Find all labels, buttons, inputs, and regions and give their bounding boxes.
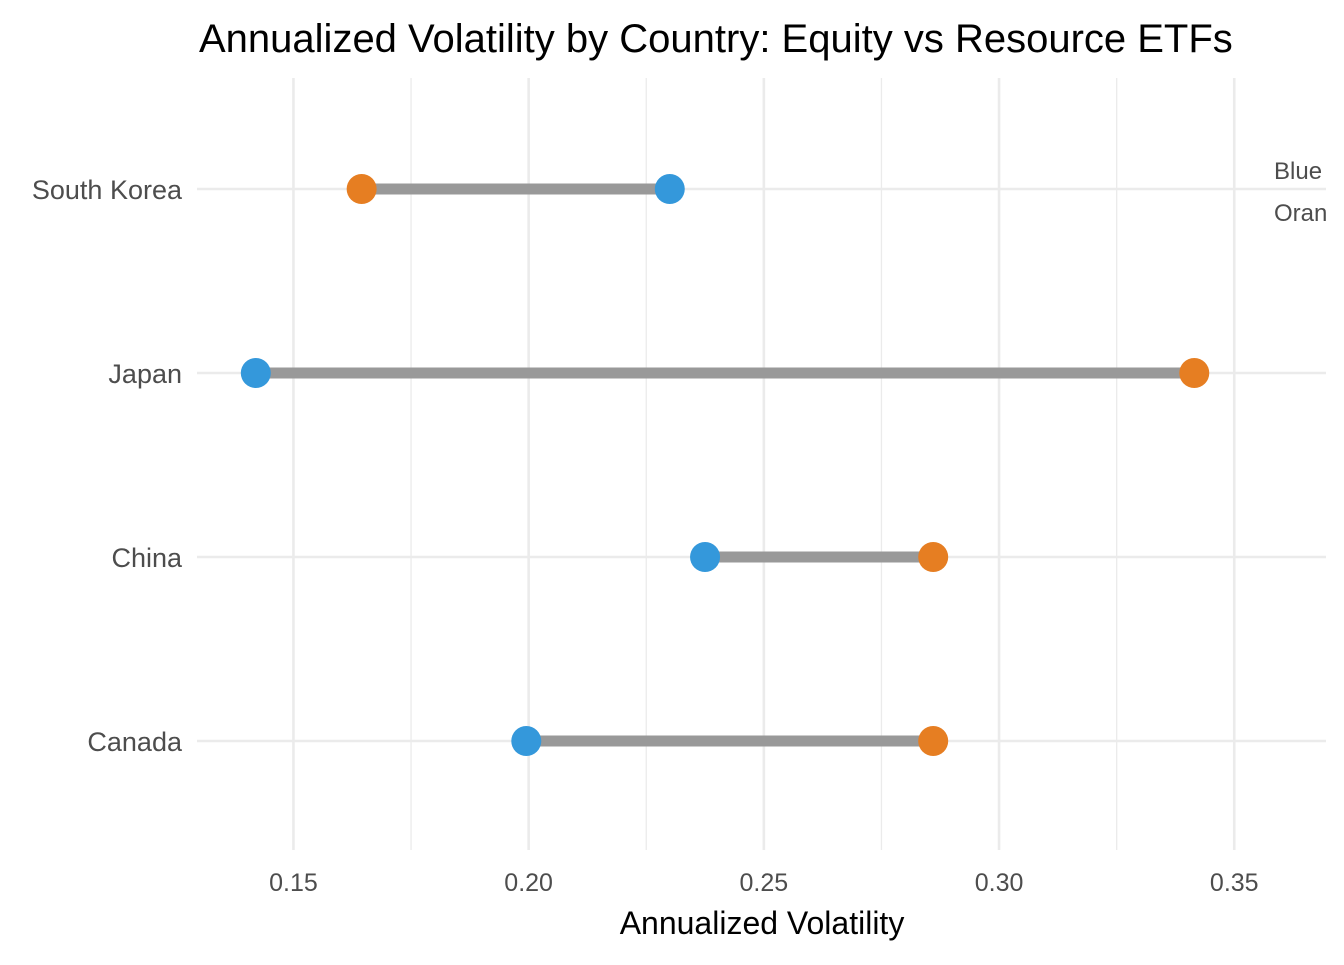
data-point-equity <box>240 358 271 388</box>
y-tick-label: Canada <box>87 727 183 757</box>
data-point-equity <box>690 542 721 572</box>
data-point-resource <box>346 174 377 204</box>
data-point-resource <box>1179 358 1210 388</box>
annotation: Blue Oran <box>1274 158 1327 227</box>
data-point-resource <box>918 542 949 572</box>
y-tick-label: Japan <box>108 359 182 389</box>
x-tick-label: 0.15 <box>269 869 318 897</box>
x-axis-tick-labels: 0.15 0.20 0.25 0.30 0.35 <box>269 869 1259 897</box>
data-point-resource <box>918 726 949 756</box>
annotation-line: Blue <box>1274 158 1322 185</box>
x-tick-label: 0.20 <box>504 869 553 897</box>
data-point-equity <box>654 174 685 204</box>
x-axis-label: Annualized Volatility <box>620 905 905 941</box>
data-points <box>240 174 1210 756</box>
x-tick-label: 0.25 <box>740 869 789 897</box>
x-tick-label: 0.35 <box>1210 869 1259 897</box>
dumbbell-segments <box>255 183 1195 747</box>
y-tick-label: South Korea <box>32 175 183 205</box>
chart-title: Annualized Volatility by Country: Equity… <box>199 17 1233 61</box>
annotation-line: Oran <box>1274 200 1327 227</box>
y-tick-label: China <box>111 543 183 573</box>
x-tick-label: 0.30 <box>975 869 1024 897</box>
y-axis-tick-labels: Canada China Japan South Korea <box>32 175 183 757</box>
data-point-equity <box>511 726 542 756</box>
